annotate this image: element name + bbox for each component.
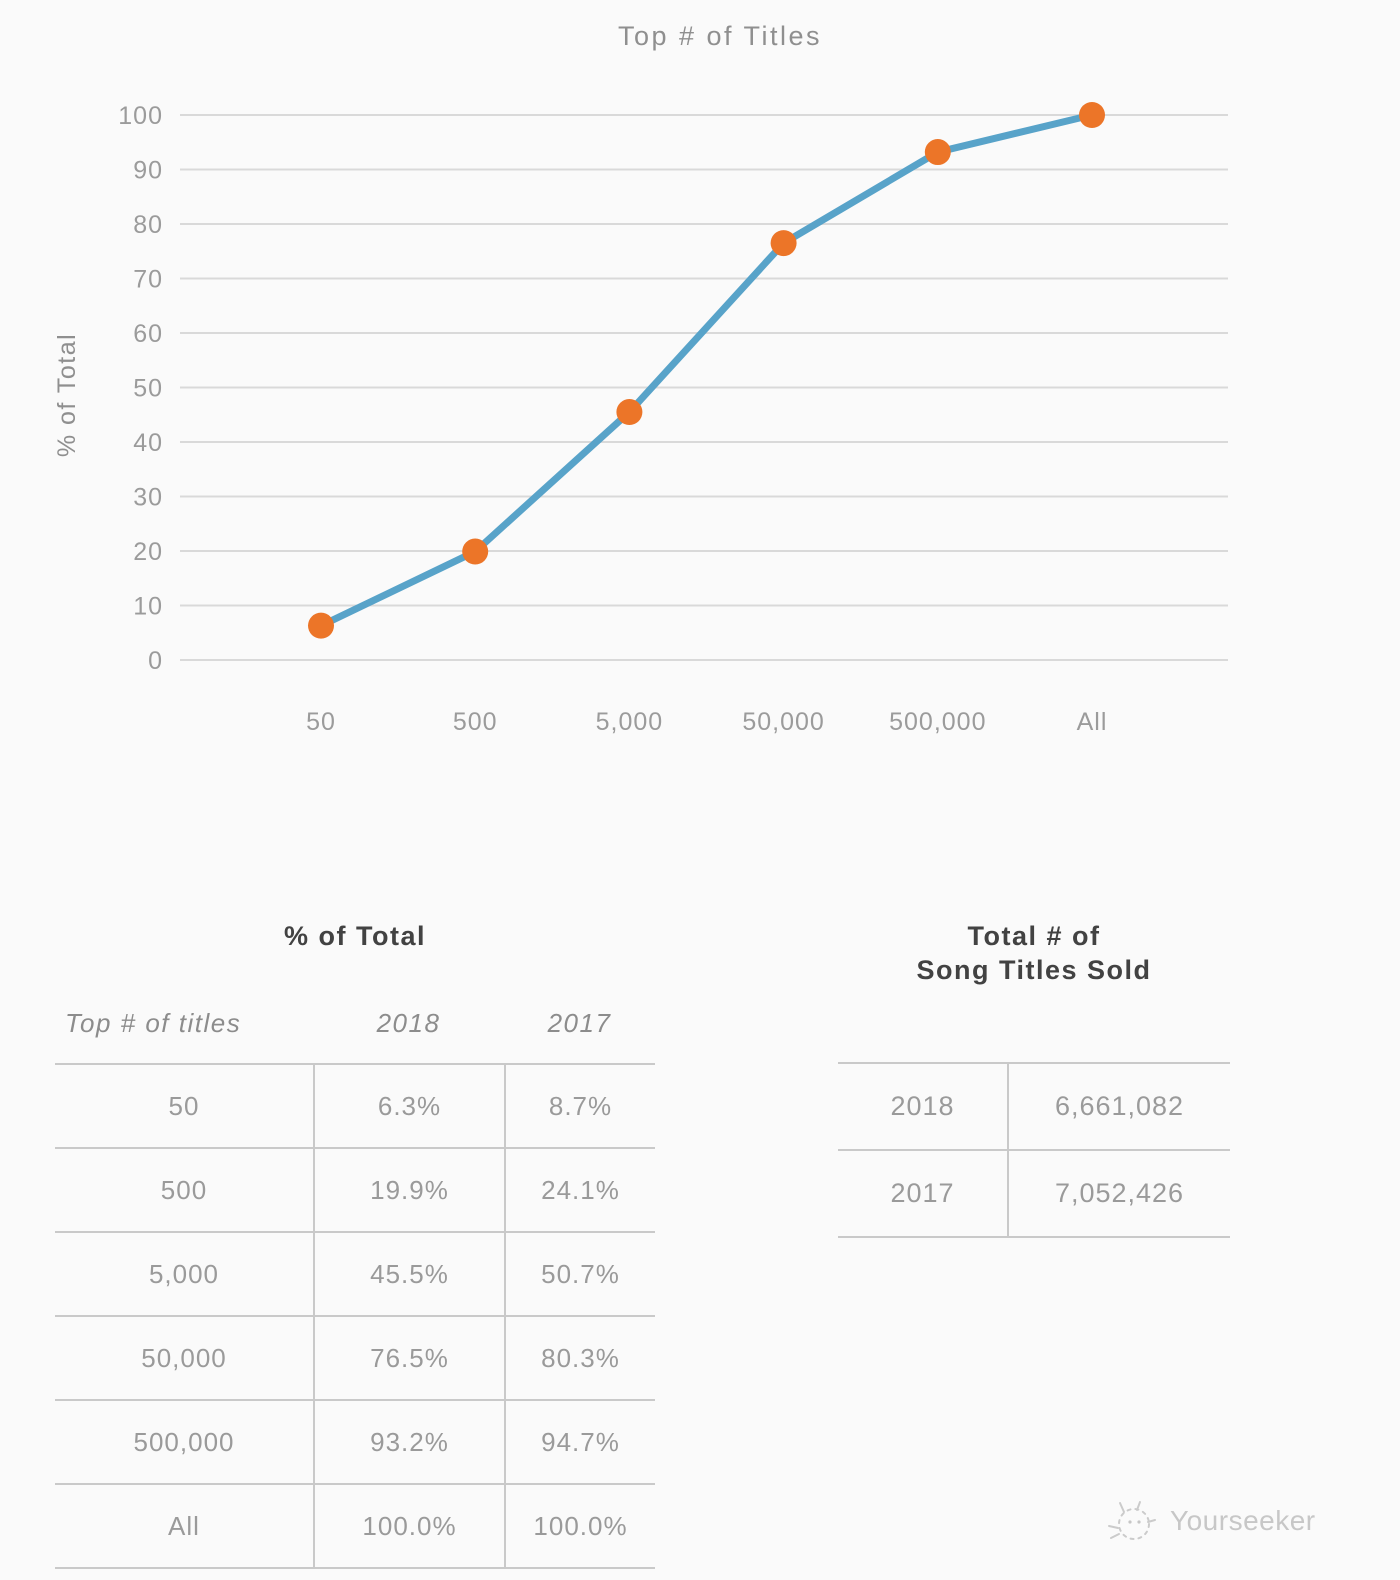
table-cell: 6.3% bbox=[313, 1065, 504, 1147]
table-cell: 100.0% bbox=[504, 1485, 655, 1567]
top-titles-line-chart: Top # of Titles % of Total 0 10 20 30 40 50 60 70… bbox=[53, 21, 1228, 736]
table-cell: 100.0% bbox=[313, 1485, 504, 1567]
y-tick-label: 90 bbox=[133, 157, 163, 185]
y-tick-label: 70 bbox=[133, 266, 163, 294]
table-cell: 45.5% bbox=[313, 1233, 504, 1315]
percent-table-header: Top # of titles 2018 2017 bbox=[55, 1000, 655, 1046]
column-header-2018: 2018 bbox=[376, 1007, 441, 1038]
data-point-marker bbox=[770, 230, 797, 257]
y-tick-label: 40 bbox=[133, 429, 163, 457]
percent-table-body: 50 6.3% 8.7% 500 19.9% 24.1% 5,000 45.5% 50.7% 50… bbox=[55, 1063, 655, 1569]
column-header-top-titles: Top # of titles bbox=[65, 1007, 242, 1038]
table-row: 50,000 76.5% 80.3% bbox=[55, 1317, 655, 1401]
table-cell: 2018 bbox=[890, 1091, 955, 1121]
x-tick-label: 500,000 bbox=[889, 708, 986, 736]
table-row: 2018 6,661,082 bbox=[838, 1064, 1230, 1149]
table-cell: 19.9% bbox=[313, 1149, 504, 1231]
chart-title: Top # of Titles bbox=[618, 21, 822, 51]
column-header-2017: 2017 bbox=[547, 1007, 612, 1038]
x-tick-label: 50,000 bbox=[742, 708, 824, 736]
table-cell: 50,000 bbox=[141, 1342, 227, 1373]
table-row: 500,000 93.2% 94.7% bbox=[55, 1401, 655, 1485]
table-row: 2017 7,052,426 bbox=[838, 1149, 1230, 1236]
table-cell: 5,000 bbox=[148, 1258, 220, 1289]
table-cell: 6,661,082 bbox=[1007, 1064, 1230, 1149]
data-point-marker bbox=[924, 139, 951, 166]
table-cell: 80.3% bbox=[504, 1317, 655, 1399]
table-cell: All bbox=[168, 1510, 200, 1541]
x-tick-label: 50 bbox=[306, 708, 336, 736]
table-row: All 100.0% 100.0% bbox=[55, 1485, 655, 1569]
y-tick-label: 30 bbox=[133, 484, 163, 512]
y-tick-label: 0 bbox=[148, 647, 163, 675]
data-point-marker bbox=[308, 612, 334, 639]
y-tick-label: 100 bbox=[118, 102, 163, 130]
totals-table-title: Total # of Song Titles Sold bbox=[838, 919, 1230, 987]
table-cell: 8.7% bbox=[504, 1065, 655, 1147]
y-tick-label: 50 bbox=[133, 375, 163, 403]
data-point-marker bbox=[616, 399, 643, 426]
x-tick-label: 500 bbox=[453, 708, 498, 736]
y-axis-label: % of Total bbox=[53, 333, 81, 457]
table-row: 500 19.9% 24.1% bbox=[55, 1149, 655, 1233]
y-tick-label: 80 bbox=[133, 211, 163, 239]
watermark: Yourseeker bbox=[1104, 1492, 1316, 1550]
table-cell: 500,000 bbox=[133, 1426, 235, 1457]
percent-of-total-table: % of Total Top # of titles 2018 2017 50 6… bbox=[55, 905, 655, 1569]
brand-name: Yourseeker bbox=[1170, 1505, 1316, 1536]
total-titles-sold-table: Total # of Song Titles Sold 2018 6,661,082… bbox=[838, 905, 1230, 1238]
table-cell: 7,052,426 bbox=[1007, 1151, 1230, 1236]
data-point-marker bbox=[1079, 102, 1105, 128]
y-tick-label: 20 bbox=[133, 538, 163, 566]
cat-doodle-icon bbox=[1108, 1501, 1156, 1540]
table-cell: 93.2% bbox=[313, 1401, 504, 1483]
table-cell: 24.1% bbox=[504, 1149, 655, 1231]
totals-table-body: 2018 6,661,082 2017 7,052,426 bbox=[838, 1062, 1230, 1238]
table-cell: 50.7% bbox=[504, 1233, 655, 1315]
line-chart-svg: Top # of Titles % of Total 0 10 20 30 40 50 60 70… bbox=[53, 21, 1228, 736]
y-tick-label: 10 bbox=[133, 593, 163, 621]
table-cell: 50 bbox=[168, 1090, 200, 1121]
data-point-marker bbox=[462, 538, 489, 565]
table-cell: 500 bbox=[160, 1174, 208, 1205]
table-cell: 94.7% bbox=[504, 1401, 655, 1483]
series-line bbox=[317, 111, 1096, 630]
table-row: 5,000 45.5% 50.7% bbox=[55, 1233, 655, 1317]
x-tick-label: 5,000 bbox=[596, 708, 664, 736]
totals-title-line1: Total # of bbox=[967, 921, 1101, 951]
percent-table-title: % of Total bbox=[284, 921, 426, 951]
totals-title-line2: Song Titles Sold bbox=[916, 955, 1152, 985]
table-cell: 76.5% bbox=[313, 1317, 504, 1399]
table-cell: 2017 bbox=[890, 1178, 955, 1208]
x-tick-label: All bbox=[1077, 708, 1108, 736]
table-row: 50 6.3% 8.7% bbox=[55, 1065, 655, 1149]
y-tick-label: 60 bbox=[133, 320, 163, 348]
